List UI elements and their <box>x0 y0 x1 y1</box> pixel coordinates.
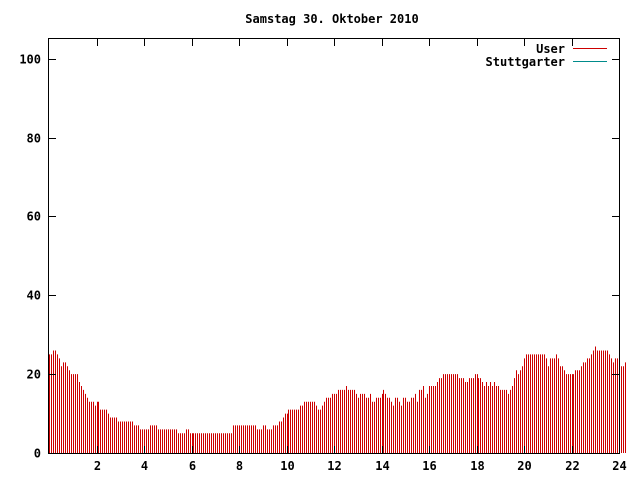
y-tick-label: 40 <box>27 289 41 303</box>
x-tick-label: 20 <box>517 459 531 473</box>
y-tick-label: 60 <box>27 210 41 224</box>
x-tick-label: 10 <box>280 459 294 473</box>
x-tick-label: 4 <box>141 459 148 473</box>
x-tick-label: 6 <box>189 459 196 473</box>
x-tick-label: 22 <box>565 459 579 473</box>
legend-label-user: User <box>536 42 565 56</box>
chart-title: Samstag 30. Oktober 2010 <box>245 12 418 26</box>
x-tick-label: 24 <box>612 459 626 473</box>
bars-layer <box>49 346 626 453</box>
y-tick-label: 100 <box>19 53 41 67</box>
y-tick-label: 20 <box>27 368 41 382</box>
x-tick-label: 18 <box>470 459 484 473</box>
y-tick-label: 80 <box>27 132 41 146</box>
legend-label-stuttgarter: Stuttgarter <box>486 55 565 69</box>
plot-frame <box>48 38 620 454</box>
x-tick-label: 16 <box>422 459 436 473</box>
x-tick-label: 2 <box>94 459 101 473</box>
x-tick-label: 14 <box>375 459 389 473</box>
legend: User Stuttgarter <box>486 42 607 69</box>
x-tick-label: 8 <box>236 459 243 473</box>
y-tick-label: 0 <box>34 447 41 461</box>
x-tick-label: 12 <box>327 459 341 473</box>
